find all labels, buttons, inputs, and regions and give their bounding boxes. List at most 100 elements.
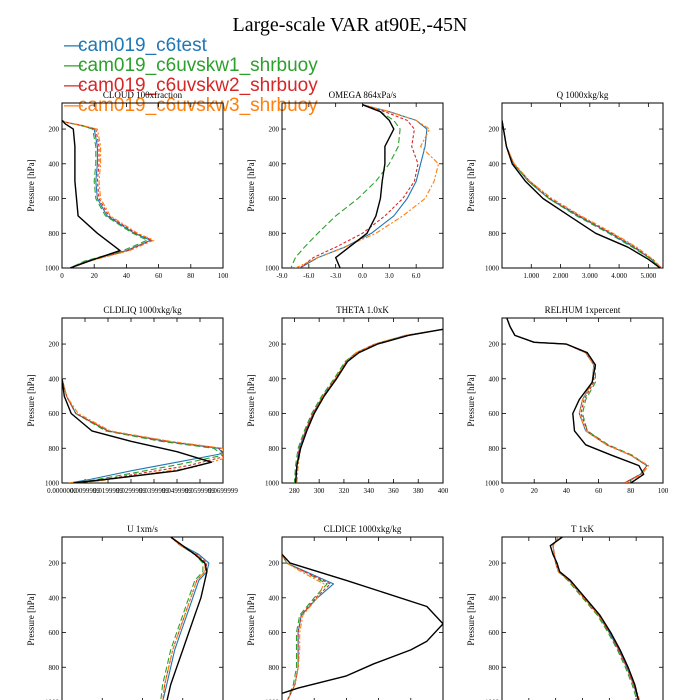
panel-1: OMEGA 864xPa/s Pressure [hPa] 200 400 600 800… <box>246 90 444 280</box>
y-tick-label: 800 <box>49 445 60 453</box>
series-line-cam019_c6uvskw1_shrbuoy <box>552 537 638 700</box>
y-tick-label: 600 <box>489 410 500 418</box>
series-group <box>160 537 210 700</box>
plot-frame <box>281 102 444 269</box>
panel-title: OMEGA 864xPa/s <box>329 90 397 100</box>
y-axis-label: Pressure [hPa] <box>466 374 476 426</box>
panel-title: CLDLIQ 1000xkg/kg <box>103 305 182 315</box>
series-line-obs <box>506 318 645 483</box>
x-tick-label: -9.0 <box>276 272 288 280</box>
plot-frame <box>501 102 664 269</box>
series-line-obs <box>502 120 661 268</box>
y-tick-label: 200 <box>489 560 500 568</box>
y-tick-label: 1000 <box>45 480 60 488</box>
series-line-cam019_c6uvskw3_shrbuoy <box>295 104 440 268</box>
x-tick-label: 0.0 <box>358 272 367 280</box>
series-line-cam019_c6uvskw3_shrbuoy <box>552 537 641 700</box>
x-tick-label: 0.0599999 <box>185 487 215 495</box>
y-axis-label: Pressure [hPa] <box>26 159 36 211</box>
y-tick-label: 400 <box>49 375 60 383</box>
series-group <box>502 120 662 268</box>
legend-label: cam019_c6test <box>78 35 207 56</box>
series-line-obs <box>294 328 443 483</box>
series-line-cam019_c6uvskw2_shrbuoy <box>62 378 223 483</box>
y-tick-label: 800 <box>49 230 60 238</box>
series-line-cam019_c6uvskw1_shrbuoy <box>282 554 328 700</box>
y-axis-label: Pressure [hPa] <box>26 593 36 645</box>
x-tick-label: 3.000 <box>582 272 598 280</box>
y-tick-label: 600 <box>269 629 280 637</box>
x-tick-label: 4.000 <box>611 272 627 280</box>
series-line-obs <box>166 537 208 700</box>
panel-title: RELHUM 1xpercent <box>545 305 621 315</box>
panel-2: Q 1000xkg/kg Pressure [hPa] 200 400 600 800 10… <box>466 90 664 280</box>
legend-item: —cam019_c6uvskw1_shrbuoy <box>64 56 318 76</box>
x-tick-label: 80 <box>187 272 195 280</box>
y-tick-label: 400 <box>269 594 280 602</box>
x-tick-label: 320 <box>339 487 350 495</box>
series-line-cam019_c6uvskw2_shrbuoy <box>62 119 153 268</box>
series-line-cam019_c6uvskw2_shrbuoy <box>552 537 639 700</box>
series-group <box>62 378 223 483</box>
y-tick-label: 200 <box>49 341 60 349</box>
x-tick-label: 0.0699999 <box>208 487 238 495</box>
y-tick-label: 200 <box>269 126 280 134</box>
y-tick-label: 400 <box>489 160 500 168</box>
series-line-cam019_c6uvskw2_shrbuoy <box>299 104 419 268</box>
y-tick-label: 1000 <box>265 480 280 488</box>
series-line-cam019_c6uvskw2_shrbuoy <box>282 554 331 700</box>
series-line-cam019_c6test <box>62 119 152 268</box>
series-line-cam019_c6uvskw1_shrbuoy <box>502 120 661 268</box>
y-tick-label: 200 <box>489 341 500 349</box>
plot-frame <box>281 317 444 484</box>
plot-frame <box>61 317 224 484</box>
series-line-cam019_c6test <box>552 537 639 700</box>
x-tick-label: 0.0299999 <box>116 487 146 495</box>
y-axis-label: Pressure [hPa] <box>26 374 36 426</box>
panel-7: CLDICE 1000xkg/kg Pressure [hPa] 200 400 600… <box>246 524 444 700</box>
series-group <box>282 553 443 700</box>
series-line-obs <box>335 104 395 268</box>
y-tick-label: 600 <box>49 195 60 203</box>
x-tick-label: 100 <box>658 487 669 495</box>
panel-title: CLDICE 1000xkg/kg <box>324 524 402 534</box>
y-tick-label: 800 <box>489 445 500 453</box>
y-tick-label: 1000 <box>265 265 280 273</box>
x-tick-label: 0 <box>500 487 504 495</box>
series-line-cam019_c6uvskw3_shrbuoy <box>62 378 223 483</box>
x-tick-label: 0.0099999 <box>70 487 100 495</box>
series-line-cam019_c6uvskw2_shrbuoy <box>502 120 662 268</box>
x-tick-label: 300 <box>314 487 325 495</box>
x-tick-label: 6.0 <box>412 272 421 280</box>
x-tick-label: 40 <box>563 487 571 495</box>
y-tick-label: 1000 <box>265 699 280 700</box>
y-tick-label: 600 <box>269 195 280 203</box>
series-line-cam019_c6uvskw2_shrbuoy <box>506 318 648 483</box>
y-tick-label: 800 <box>269 664 280 672</box>
series-line-cam019_c6uvskw1_shrbuoy <box>290 104 401 268</box>
plot-frame <box>501 536 664 700</box>
y-tick-label: 600 <box>49 629 60 637</box>
panel-title: THETA 1.0xK <box>336 305 389 315</box>
series-line-cam019_c6uvskw3_shrbuoy <box>506 318 650 483</box>
y-tick-label: 800 <box>269 230 280 238</box>
y-tick-label: 1000 <box>485 265 500 273</box>
x-tick-label: 20 <box>91 272 99 280</box>
x-tick-label: 80 <box>627 487 635 495</box>
y-tick-label: 600 <box>489 195 500 203</box>
plot-frame <box>501 317 664 484</box>
legend-label: cam019_c6uvskw3_shrbuoy <box>78 95 318 116</box>
x-tick-label: 360 <box>388 487 399 495</box>
series-line-cam019_c6test <box>299 104 428 268</box>
series-line-cam019_c6test <box>502 120 661 268</box>
series-line-cam019_c6uvskw1_shrbuoy <box>62 378 223 483</box>
panel-title: U 1xm/s <box>127 524 158 534</box>
y-tick-label: 800 <box>489 230 500 238</box>
series-line-obs <box>62 378 213 483</box>
x-tick-label: 5.000 <box>640 272 656 280</box>
y-axis-label: Pressure [hPa] <box>246 593 256 645</box>
